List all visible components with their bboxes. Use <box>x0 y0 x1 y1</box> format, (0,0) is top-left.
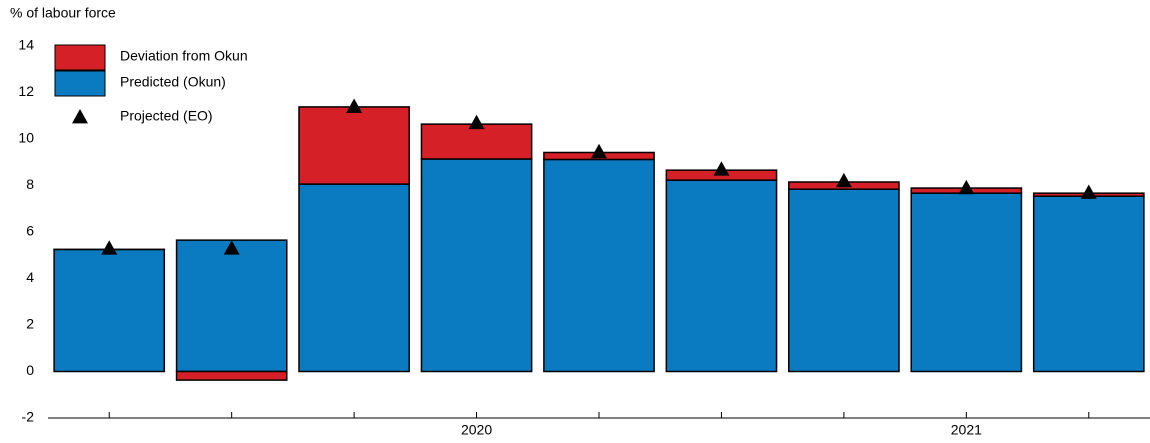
marker <box>958 180 974 194</box>
legend-label: Deviation from Okun <box>120 48 248 64</box>
legend-label: Projected (EO) <box>120 108 213 124</box>
marker <box>591 144 607 158</box>
legend-swatch <box>55 71 105 96</box>
marker <box>713 161 729 175</box>
y-tick-label: 12 <box>18 83 34 99</box>
bar <box>177 372 287 381</box>
legend-swatch <box>55 45 105 70</box>
y-tick-label: 8 <box>26 176 34 192</box>
bar <box>544 159 654 371</box>
marker <box>836 173 852 187</box>
y-tick-label: 6 <box>26 223 34 239</box>
bar <box>1034 196 1144 371</box>
marker <box>346 98 362 112</box>
bar <box>177 240 287 371</box>
legend-label: Predicted (Okun) <box>120 74 226 90</box>
legend-marker <box>72 109 88 123</box>
bar <box>666 180 776 371</box>
bar <box>299 107 409 184</box>
y-tick-label: 10 <box>18 130 34 146</box>
y-axis-label: % of labour force <box>10 5 116 21</box>
x-tick-label: 2021 <box>951 422 982 438</box>
marker <box>469 115 485 129</box>
y-tick-label: 14 <box>18 37 34 53</box>
marker <box>1081 184 1097 198</box>
bar <box>789 189 899 371</box>
bar <box>421 159 531 372</box>
marker <box>101 240 117 254</box>
bar <box>54 249 164 371</box>
y-tick-label: 4 <box>26 269 34 285</box>
bar <box>911 193 1021 371</box>
y-tick-label: 2 <box>26 316 34 332</box>
y-tick-label: 0 <box>26 362 34 378</box>
bar <box>299 184 409 371</box>
bar <box>421 124 531 159</box>
y-tick-label: -2 <box>22 409 35 425</box>
x-tick-label: 2020 <box>461 422 492 438</box>
